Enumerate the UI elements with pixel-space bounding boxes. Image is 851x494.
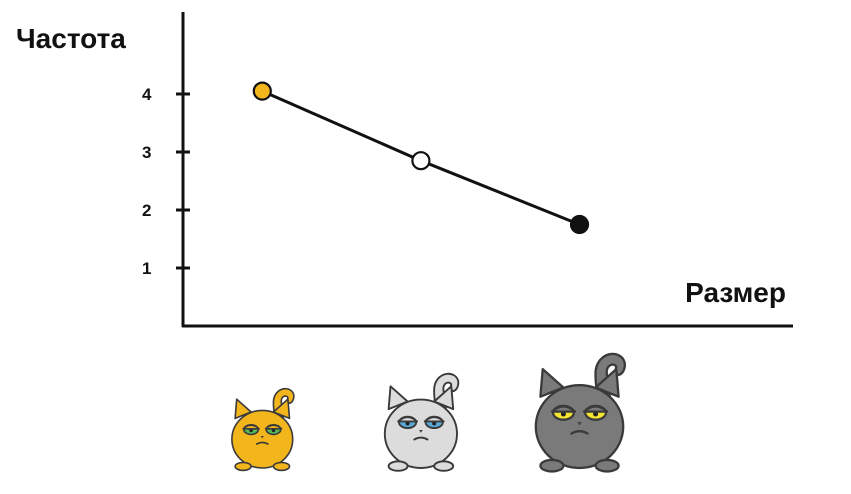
cat-illustrations [231,352,626,473]
x-axis-label: Размер [685,277,786,308]
y-ticks: 1 2 3 4 [142,85,190,278]
data-point [411,151,431,171]
y-tick-label: 4 [142,85,152,104]
y-tick-label: 1 [142,259,151,278]
y-axis-label: Частота [16,23,126,54]
y-tick-label: 2 [142,201,151,220]
gray-cat-icon [534,352,626,473]
data-point [569,214,590,235]
orange-cat-icon [231,387,295,472]
white-cat-icon [383,372,460,472]
series-layer [252,81,590,235]
y-tick-label: 3 [142,143,151,162]
data-point [252,81,272,101]
